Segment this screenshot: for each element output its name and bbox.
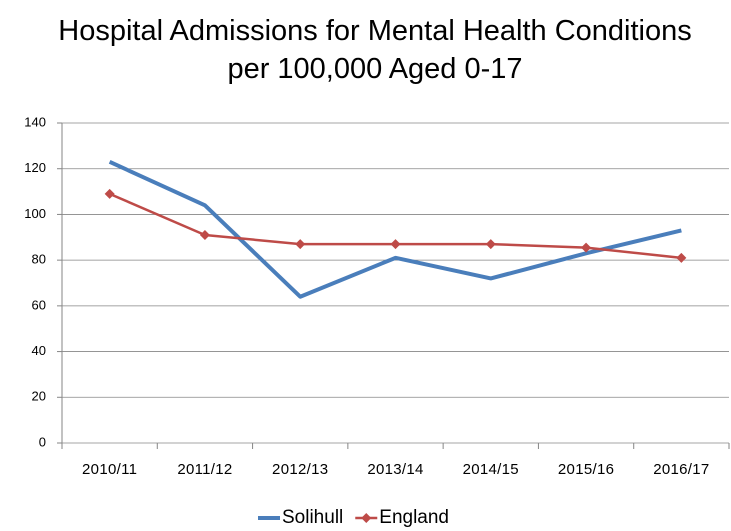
series-marker <box>295 239 306 250</box>
series-marker <box>199 230 210 240</box>
y-tick-label: 40 <box>32 343 46 358</box>
x-tick-label: 2012/13 <box>272 461 328 478</box>
x-tick-label: 2013/14 <box>367 461 423 478</box>
x-tick-label: 2014/15 <box>463 461 519 478</box>
y-tick-label: 60 <box>32 297 46 312</box>
series-line <box>108 160 682 299</box>
y-tick-label: 120 <box>24 160 46 175</box>
legend-label: England <box>379 507 449 528</box>
series-marker <box>581 242 592 253</box>
y-tick-label: 100 <box>24 206 46 221</box>
y-tick-label: 20 <box>32 389 46 404</box>
legend-item: Solihull <box>258 507 343 528</box>
chart-title: Hospital Admissions for Mental Health Co… <box>58 15 692 85</box>
x-tick-label: 2010/11 <box>82 461 137 478</box>
series-marker <box>485 239 496 250</box>
legend-label: Solihull <box>282 507 343 528</box>
series-marker <box>676 252 687 263</box>
y-tick-label: 140 <box>24 114 46 129</box>
series-marker <box>104 188 115 199</box>
series-marker <box>390 239 401 250</box>
y-tick-label: 80 <box>32 252 46 267</box>
x-tick-label: 2016/17 <box>653 461 709 478</box>
x-tick-label: 2015/16 <box>558 461 614 478</box>
legend-marker <box>361 513 372 523</box>
y-tick-label: 0 <box>39 434 46 449</box>
legend-item: England <box>355 507 449 528</box>
x-tick-label: 2011/12 <box>177 461 232 478</box>
